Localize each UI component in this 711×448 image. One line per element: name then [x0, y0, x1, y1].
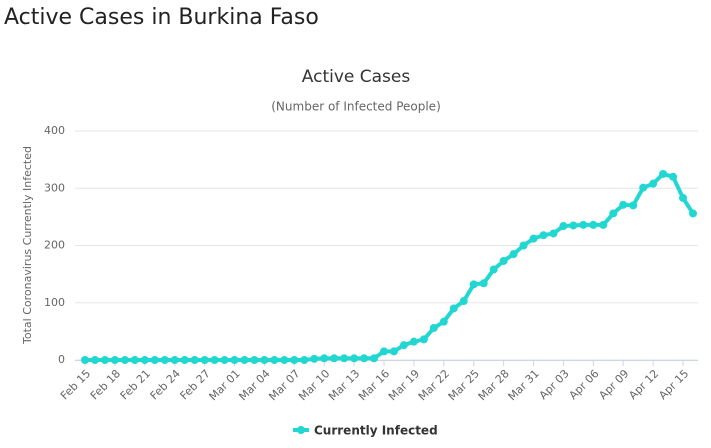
point [260, 356, 269, 364]
point [599, 220, 608, 229]
y-axis-label: Total Coronavirus Currently Infected [21, 146, 34, 345]
point [220, 356, 229, 364]
point [389, 347, 398, 356]
x-tick-label: Feb 21 [118, 367, 153, 402]
point [370, 354, 379, 363]
point [250, 356, 259, 364]
point [659, 169, 668, 178]
point [669, 172, 678, 181]
x-tick-label: Mar 16 [356, 367, 392, 403]
point [429, 323, 438, 332]
x-tick-label: Apr 03 [537, 367, 572, 402]
x-tick-label: Apr 06 [567, 367, 602, 402]
point [350, 354, 359, 363]
point [120, 356, 129, 364]
x-tick-label: Feb 27 [178, 367, 213, 402]
point [649, 179, 658, 188]
x-tick-label: Mar 01 [207, 367, 243, 403]
point [579, 220, 588, 229]
x-tick-label: Feb 18 [88, 367, 123, 402]
point [81, 356, 89, 364]
point [569, 221, 578, 230]
point [519, 241, 528, 250]
point [589, 220, 598, 229]
point [679, 193, 688, 202]
point [130, 356, 139, 364]
point [310, 354, 319, 363]
point [399, 341, 408, 350]
x-tick-label: Apr 12 [626, 367, 661, 402]
point [90, 356, 99, 364]
point [629, 201, 638, 210]
x-tick-label: Mar 25 [446, 367, 482, 403]
point [290, 356, 299, 364]
point [380, 347, 389, 356]
point [320, 354, 329, 363]
y-tick-label: 100 [44, 296, 65, 309]
point [340, 354, 349, 363]
chart-title: Active Cases [302, 67, 411, 87]
point [360, 354, 369, 363]
point [200, 356, 209, 364]
point [100, 356, 109, 364]
point [439, 317, 448, 326]
point [180, 356, 189, 364]
point [639, 183, 648, 192]
legend-label: Currently Infected [314, 424, 438, 438]
point [619, 200, 628, 209]
x-tick-label: Mar 07 [266, 367, 302, 403]
y-tick-label: 0 [58, 353, 65, 366]
point [330, 354, 339, 363]
point [150, 356, 159, 364]
point [270, 356, 279, 364]
point [170, 356, 179, 364]
point [230, 356, 239, 364]
x-tick-label: Mar 28 [476, 367, 512, 403]
legend-symbol [297, 426, 305, 434]
x-tick-label: Feb 15 [58, 367, 93, 402]
point [549, 229, 558, 238]
point [110, 356, 119, 364]
point [539, 231, 548, 240]
point [210, 356, 219, 364]
x-tick-label: Mar 22 [416, 367, 452, 403]
x-tick-label: Apr 15 [656, 367, 691, 402]
point [689, 209, 697, 218]
x-tick-label: Mar 04 [236, 367, 272, 403]
point [300, 356, 309, 364]
y-tick-label: 400 [44, 124, 65, 137]
x-tick-label: Mar 13 [326, 367, 362, 403]
point [509, 250, 518, 259]
point [459, 297, 468, 306]
point [469, 280, 478, 289]
point [449, 304, 458, 313]
point [140, 356, 149, 364]
chart-subtitle: (Number of Infected People) [271, 100, 441, 114]
point [489, 265, 498, 274]
y-tick-label: 200 [44, 239, 65, 252]
point [409, 337, 418, 346]
page-title: Active Cases in Burkina Faso [4, 5, 319, 30]
x-tick-label: Feb 24 [148, 367, 183, 402]
point [160, 356, 169, 364]
point [479, 279, 488, 288]
point [559, 222, 568, 231]
line [85, 171, 695, 362]
x-tick-label: Apr 09 [596, 367, 631, 402]
x-tick-label: Mar 10 [296, 367, 332, 403]
point [280, 356, 289, 364]
point [240, 356, 249, 364]
x-tick-label: Mar 31 [506, 367, 542, 403]
point [419, 335, 428, 344]
y-tick-label: 300 [44, 181, 65, 194]
point [529, 234, 538, 243]
point [499, 256, 508, 265]
point [190, 356, 199, 364]
point [609, 209, 618, 218]
x-tick-label: Mar 19 [386, 367, 422, 403]
